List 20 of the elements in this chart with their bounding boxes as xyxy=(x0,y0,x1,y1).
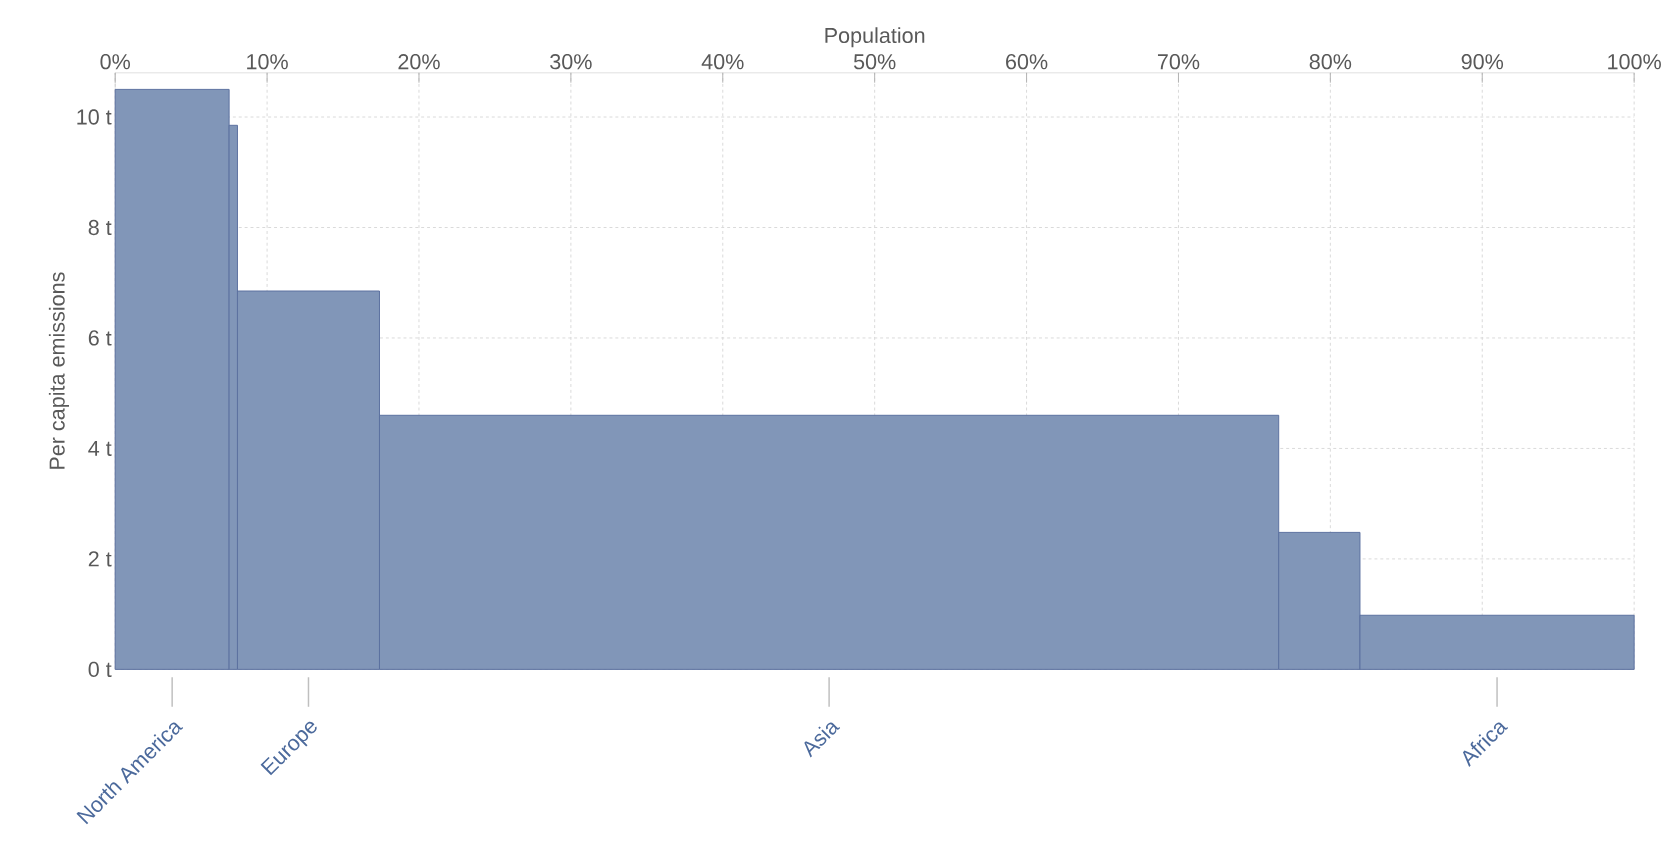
x-tick-label: 40% xyxy=(701,54,744,70)
y-tick-label: 4 t xyxy=(88,441,112,457)
x-tick-label: 90% xyxy=(1461,54,1504,70)
x-axis-title: Population xyxy=(825,27,925,48)
y-tick-label: 10 t xyxy=(77,109,112,125)
x-tick-label: 20% xyxy=(398,54,440,70)
y-tick-label: 6 t xyxy=(88,330,112,346)
y-tick-label: 2 t xyxy=(88,551,112,567)
y-tick-label: 0 t xyxy=(88,661,112,678)
x-tick-label: 60% xyxy=(1006,54,1048,70)
x-tick-label: 10% xyxy=(247,54,288,70)
x-tick-label: 80% xyxy=(1309,54,1352,70)
category-label: Asia xyxy=(804,722,841,758)
x-tick-label: 50% xyxy=(853,54,896,70)
x-tick-label: 30% xyxy=(550,54,592,70)
y-tick-label: 8 t xyxy=(88,220,112,236)
x-tick-label: 70% xyxy=(1157,54,1200,70)
x-tick-label: 100% xyxy=(1608,54,1661,70)
x-tick-label: 0% xyxy=(100,54,131,70)
y-axis-title: Per capita emissions xyxy=(48,272,69,470)
